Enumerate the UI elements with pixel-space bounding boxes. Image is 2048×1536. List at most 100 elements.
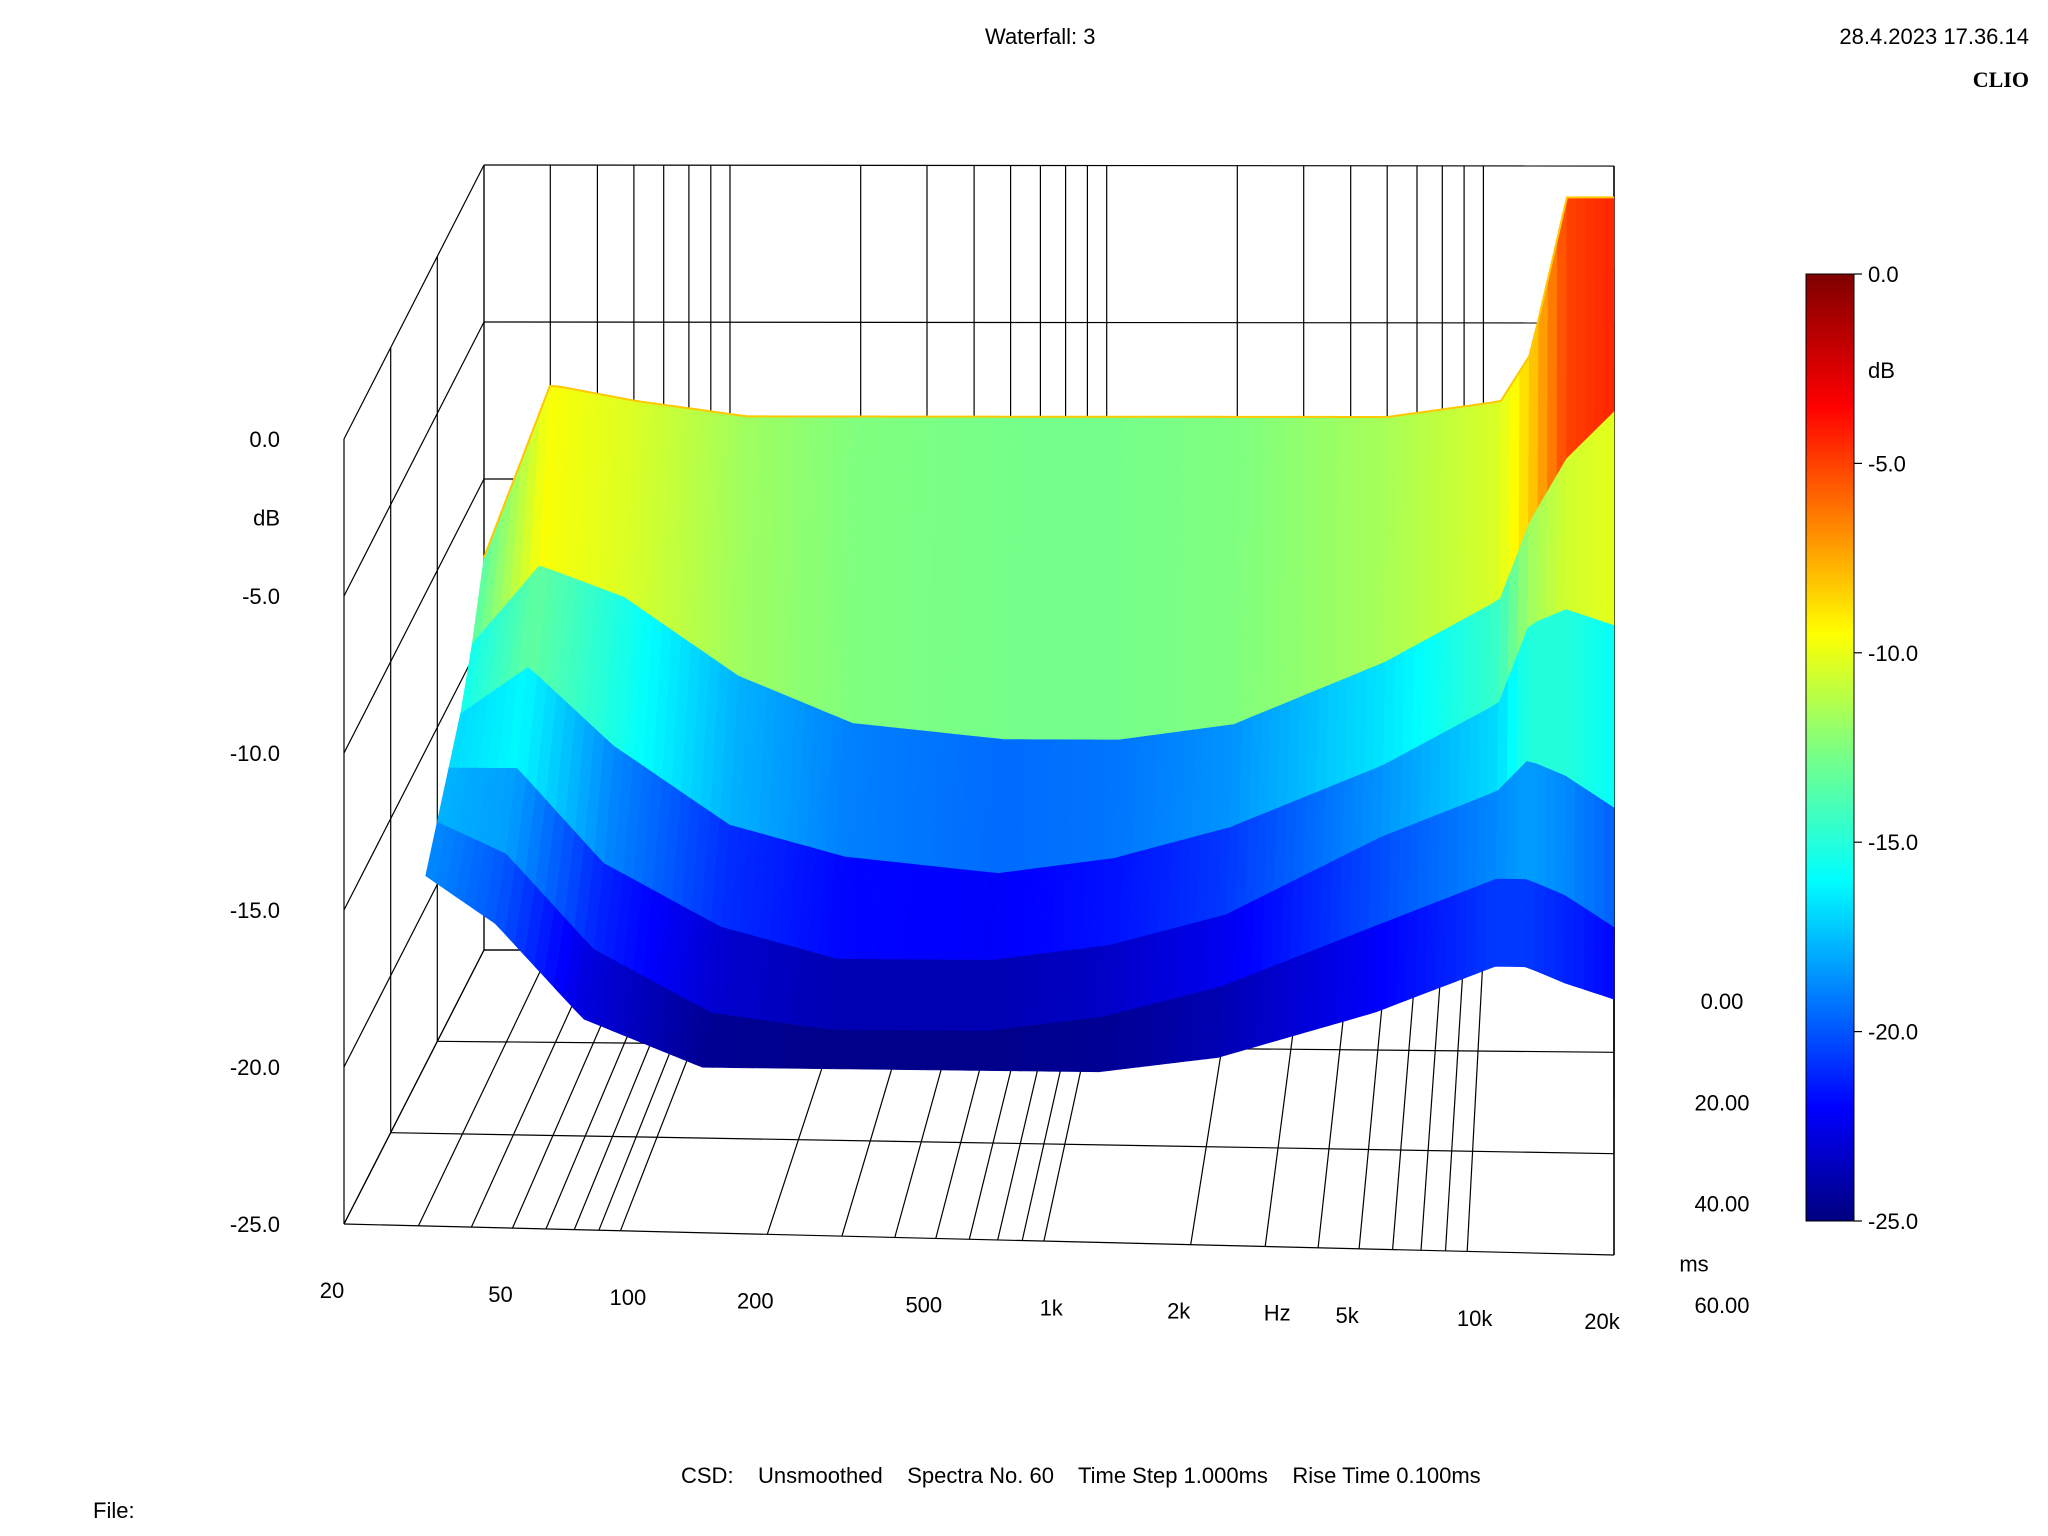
surface-patch-345 — [1468, 712, 1480, 803]
x-tick-label-0: 20 — [320, 1278, 344, 1303]
surface-patch-232 — [1535, 762, 1547, 888]
surface-patch-110 — [1514, 878, 1527, 968]
surface-patch-225 — [1466, 797, 1479, 891]
z-tick-label-3: 60.00 — [1694, 1293, 1749, 1318]
surface-patch-108 — [1494, 878, 1507, 967]
z-tick-label-1: 20.00 — [1694, 1090, 1749, 1115]
z-axis-label: ms — [1679, 1251, 1708, 1276]
surface-patch-356 — [1574, 611, 1586, 789]
z-tick-label-2: 40.00 — [1694, 1192, 1749, 1217]
x-axis-label: Hz — [1264, 1301, 1291, 1326]
surface-patch-354 — [1555, 608, 1567, 776]
surface-patch-583 — [1451, 406, 1464, 626]
colorbar-tick-label-0: 0.0 — [1868, 262, 1899, 287]
surface-patch-597 — [1585, 197, 1596, 441]
measurement-settings: CSD: Unsmoothed Spectra No. 60 Time Step… — [681, 1463, 1481, 1488]
surface-patch-467 — [1488, 597, 1501, 709]
grid-line-floor-freq-74 — [1444, 950, 1465, 1251]
series-front-spectrum — [483, 196, 1614, 558]
grid-line-floor-time-80 — [390, 1132, 1615, 1155]
surface-patch-478 — [1594, 419, 1605, 623]
surface-patch-113 — [1544, 886, 1556, 980]
surface-patch-471 — [1527, 506, 1539, 629]
x-tick-label-6: 2k — [1167, 1299, 1191, 1324]
surface-patch-586 — [1480, 402, 1492, 610]
surface-patch-359 — [1603, 621, 1615, 808]
surface-patch-596 — [1575, 197, 1587, 450]
surface-patch-587 — [1489, 400, 1502, 605]
surface-patch-464 — [1459, 613, 1472, 724]
surface-patch-234 — [1554, 770, 1566, 896]
surface-patch-238 — [1594, 793, 1605, 921]
axis-labels: 0.0 -5.0 -10.0 -15.0 -20.0 -25.0 dB 20 50 100 200 5… — [230, 427, 1750, 1334]
grid-line-back-db-27 — [483, 321, 1615, 324]
surface-patch-115 — [1564, 894, 1576, 987]
surface-patch-118 — [1593, 913, 1605, 997]
surface-patch-104 — [1455, 889, 1468, 982]
colorbar-tick-label-3: -15.0 — [1868, 830, 1918, 855]
surface-patch-477 — [1584, 429, 1596, 619]
surface-patch-347 — [1487, 701, 1500, 795]
surface-patch-479 — [1604, 410, 1615, 626]
surface-patch-231 — [1525, 760, 1537, 883]
colorbar-tick-label-2: -10.0 — [1868, 641, 1918, 666]
brand-logo: CLIO — [1972, 67, 2029, 92]
y-tick-label-1: -5.0 — [242, 584, 280, 609]
x-tick-label-3: 200 — [737, 1288, 774, 1313]
grid-line-floor-freq-73 — [1420, 950, 1443, 1251]
surface-patch-102 — [1435, 897, 1448, 990]
surface-patch-472 — [1536, 489, 1548, 622]
surface-patch-224 — [1456, 801, 1469, 895]
colorbar-tick-label-5: -25.0 — [1868, 1209, 1918, 1234]
surface-patch-103 — [1445, 893, 1458, 986]
surface-patch-227 — [1486, 789, 1498, 883]
surface-patch-229 — [1505, 769, 1518, 880]
surface-patch-585 — [1470, 403, 1483, 616]
colorbar-label: dB — [1868, 358, 1895, 383]
grid-line-left-db-35 — [343, 635, 485, 911]
y-tick-label-0: 0.0 — [249, 427, 280, 452]
grid-line-floor-freq-53 — [417, 949, 551, 1227]
x-tick-label-2: 100 — [610, 1285, 647, 1310]
x-tick-label-4: 500 — [905, 1292, 942, 1317]
grid-line-left-db-33 — [343, 321, 485, 597]
surface-patch-109 — [1504, 878, 1517, 967]
colorbar-tick-label-4: -20.0 — [1868, 1020, 1918, 1045]
timestamp: 28.4.2023 17.36.14 — [1839, 24, 2029, 49]
surface-patch-105 — [1465, 885, 1478, 979]
surface-patch-355 — [1565, 608, 1576, 783]
z-tick-label-0: 0.00 — [1701, 989, 1744, 1014]
surface-patch-595 — [1566, 197, 1577, 459]
surface-patch-351 — [1526, 620, 1538, 764]
surface-patch-473 — [1546, 473, 1558, 618]
surface-patch-358 — [1594, 618, 1605, 802]
chart-title: Waterfall: 3 — [985, 24, 1096, 49]
x-tick-label-5: 1k — [1040, 1296, 1064, 1321]
surface-patch-228 — [1495, 779, 1508, 879]
waterfall-surface — [425, 196, 1615, 1073]
surface-patch-475 — [1565, 447, 1577, 613]
y-axis-label: dB — [253, 506, 280, 531]
grid-line-floor-time-81 — [343, 1223, 1615, 1256]
x-tick-label-7: 5k — [1335, 1303, 1359, 1328]
surface-patch-237 — [1584, 787, 1595, 915]
surface-patch-111 — [1524, 878, 1536, 971]
surface-patch-589 — [1509, 370, 1521, 574]
file-label: File: — [93, 1498, 135, 1523]
surface-patch-107 — [1484, 878, 1497, 971]
surface-patch-239 — [1603, 800, 1615, 928]
surface-patch-476 — [1575, 438, 1586, 616]
surface-patch-344 — [1458, 717, 1471, 807]
x-tick-label-8: 10k — [1457, 1306, 1493, 1331]
x-tick-label-1: 50 — [488, 1282, 512, 1307]
y-tick-label-5: -25.0 — [230, 1212, 280, 1237]
y-tick-label-3: -15.0 — [230, 898, 280, 923]
surface-patch-352 — [1535, 616, 1548, 768]
surface-patch-106 — [1475, 881, 1487, 975]
grid-line-floor-freq-52 — [343, 949, 485, 1225]
surface-patch-590 — [1518, 355, 1530, 549]
surface-patch-117 — [1583, 907, 1595, 994]
colorbar-gradient — [1805, 273, 1855, 1222]
surface-patch-584 — [1461, 404, 1474, 621]
